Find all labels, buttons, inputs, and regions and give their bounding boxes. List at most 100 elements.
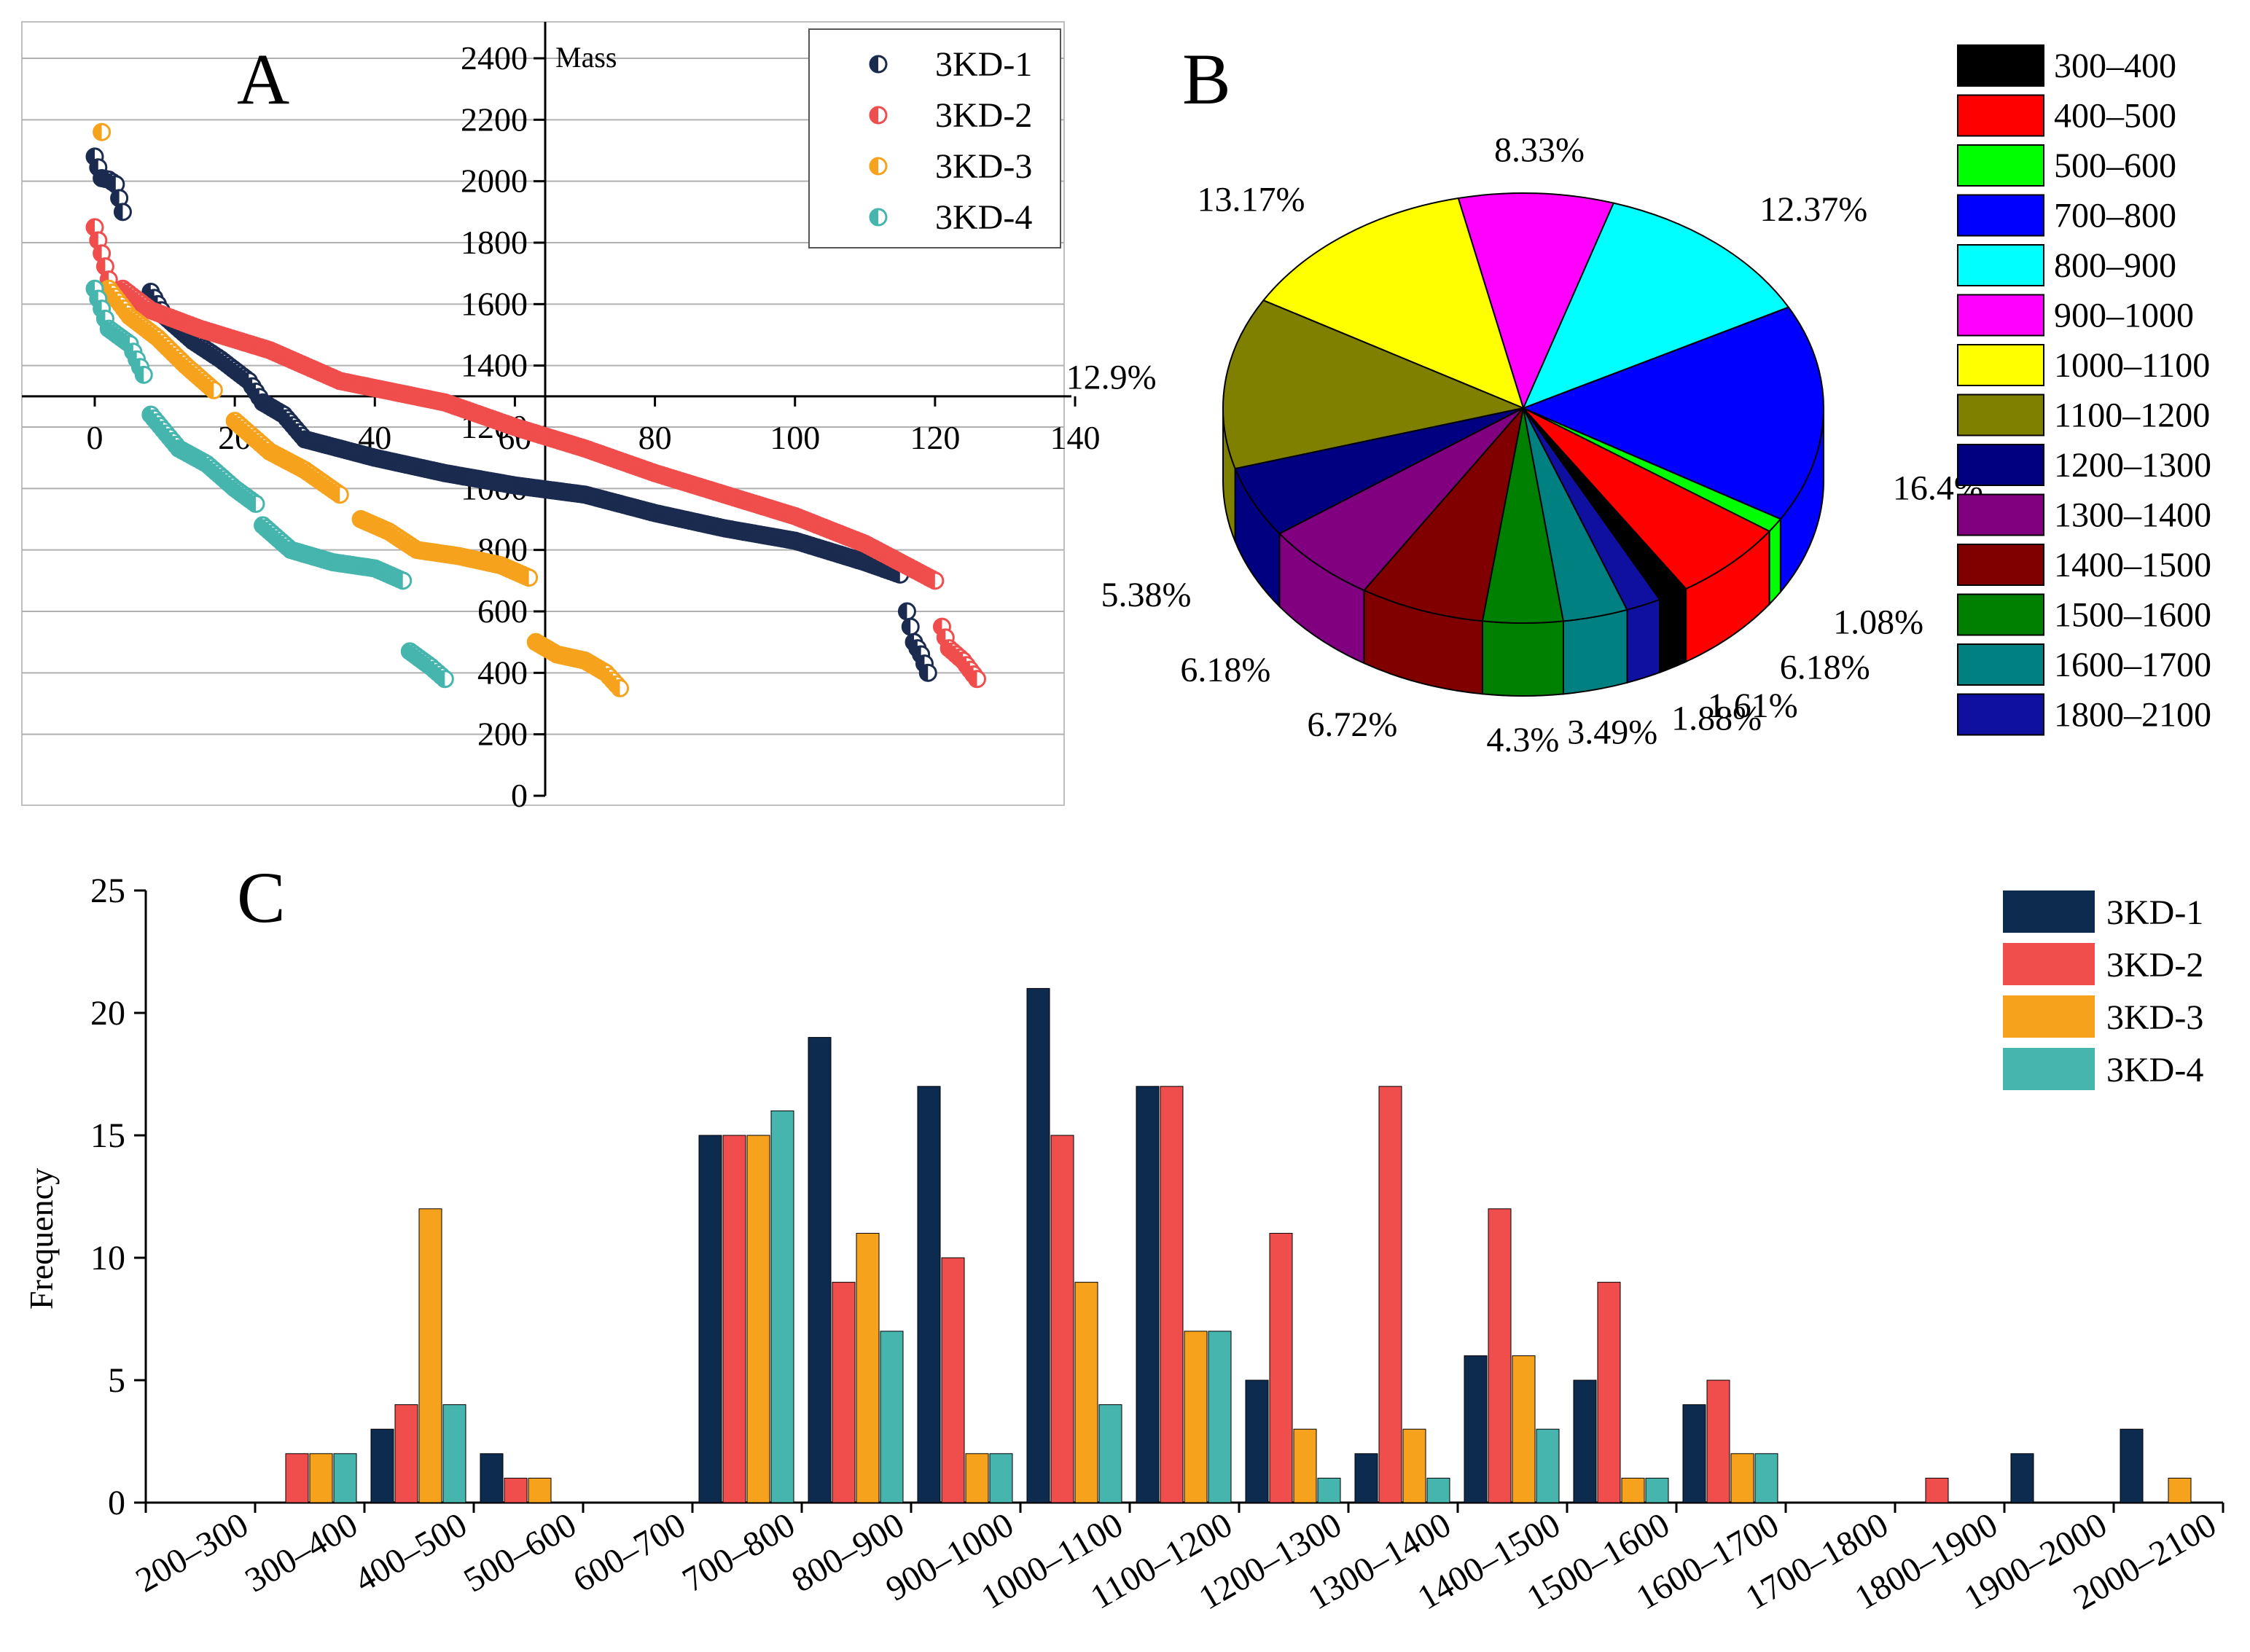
panel-b-legend-label: 1500–1600 <box>2054 596 2211 635</box>
panel-a-x-tick-label: 100 <box>770 419 820 456</box>
panel-a-data-point-fill <box>136 367 144 383</box>
panel-a-data-point-fill <box>93 245 102 262</box>
panel-b-slice-side <box>1768 517 1781 606</box>
panel-c-bar <box>832 1282 856 1503</box>
panel-a-data-point-fill <box>902 619 911 635</box>
panel-c-bar <box>1026 987 1050 1503</box>
panel-a-data-point-fill <box>206 382 214 399</box>
panel-a-y-tick-label: 0 <box>511 777 528 814</box>
panel-c-letter: C <box>237 857 286 938</box>
panel-b-pie <box>1222 192 1824 697</box>
panel-a-data-point-fill <box>437 670 445 687</box>
panel-c-bar <box>1098 1404 1122 1503</box>
panel-b-slice-label: 12.9% <box>1066 359 1157 397</box>
panel-c-bar-chart: 0 5 10 15 20 25 200–300300–400400–500500–6006… <box>23 857 2224 1618</box>
panel-b-legend-label: 500–600 <box>2054 146 2176 185</box>
panel-c-category-label: 200–300 <box>130 1506 255 1600</box>
panel-b-slice <box>1234 407 1524 535</box>
panel-c-bar <box>965 1453 989 1503</box>
panel-c-legend-label: 3KD-2 <box>2106 946 2203 984</box>
panel-c-y-tick-label: 20 <box>90 994 125 1033</box>
panel-c-bars <box>285 987 2192 1503</box>
panel-b-slice-label: 1.88% <box>1671 699 1762 737</box>
panel-a-data-point-fill <box>969 670 977 687</box>
panel-a-ylabel: Mass <box>555 41 617 74</box>
panel-a-x-tick-label: 80 <box>638 419 672 456</box>
panel-c-bar <box>1245 1379 1269 1503</box>
panel-c-category-label: 300–400 <box>239 1506 364 1600</box>
panel-b-slice-labels: 1.61%6.18%1.08%16.4%12.37%8.33%13.17%12.… <box>1066 130 1983 759</box>
panel-a-data-point-fill <box>394 572 403 589</box>
panel-b-slice-label: 1.61% <box>1708 686 1798 725</box>
panel-c-legend: 3KD-1 3KD-2 3KD-3 3KD-4 <box>2003 890 2203 1090</box>
panel-c-legend-swatch <box>2003 943 2095 985</box>
panel-a-legend-label: 3KD-3 <box>935 147 1032 186</box>
panel-b-slice-label: 6.72% <box>1307 705 1397 744</box>
panel-a-data-point-fill <box>926 572 935 589</box>
panel-c-bar <box>1706 1379 1730 1503</box>
panel-a-legend: 3KD-1 3KD-2 3KD-3 3KD-4 <box>808 28 1061 248</box>
panel-b-legend-label: 700–800 <box>2054 197 2176 235</box>
panel-c-bar <box>309 1453 333 1503</box>
panel-c-bar <box>394 1404 418 1503</box>
panel-c-bar <box>1512 1355 1536 1503</box>
panel-a-axes <box>22 22 1077 797</box>
panel-c-bar <box>1184 1331 1208 1503</box>
panel-a-legend-box <box>808 28 1061 248</box>
panel-b-slice-label: 8.33% <box>1494 130 1585 169</box>
panel-c-bar <box>1536 1428 1560 1503</box>
panel-c-legend-label: 3KD-4 <box>2106 1051 2203 1089</box>
panel-b-slice-label: 4.3% <box>1486 721 1559 759</box>
panel-a-series <box>85 122 986 697</box>
panel-a-legend-label: 3KD-2 <box>935 96 1032 135</box>
panel-c-y-tick-label: 10 <box>90 1239 125 1277</box>
panel-b-slice <box>1362 405 1525 622</box>
panel-a-data-point-fill <box>87 219 95 235</box>
panel-b-legend-swatch <box>1957 144 2044 187</box>
panel-c-category-label: 500–600 <box>458 1506 583 1600</box>
panel-c-category-label: 600–700 <box>567 1506 692 1600</box>
panel-c-y-tick-label: 5 <box>108 1361 125 1400</box>
panel-a-y-tick-label: 2400 <box>461 39 528 77</box>
panel-b-legend-label: 800–900 <box>2054 246 2176 285</box>
panel-c-bar <box>1050 1135 1074 1503</box>
panel-a-data-point-fill <box>111 189 120 206</box>
panel-a-legend-marker-fill <box>870 56 878 72</box>
panel-c-category-labels: 200–300300–400400–500500–600600–700700–8… <box>130 1506 2223 1618</box>
panel-c-bar <box>808 1037 832 1503</box>
panel-b-letter: B <box>1182 39 1231 120</box>
panel-b-pie-sides <box>1222 407 1824 697</box>
panel-c-bar <box>722 1135 746 1503</box>
panel-b-slice-label: 12.37% <box>1759 190 1867 229</box>
panel-c-bar <box>370 1428 394 1503</box>
panel-b-legend-swatch <box>1957 244 2044 286</box>
panel-a-series-3kd-4 <box>85 279 454 689</box>
panel-a-y-tick-label: 2200 <box>461 101 528 138</box>
panel-c-bar <box>1621 1477 1645 1503</box>
panel-c-bar <box>746 1135 770 1503</box>
panel-c-bar <box>1925 1477 1949 1503</box>
panel-b-legend: 300–400 400–500 500–600 700–800 800–900 900–1… <box>1957 44 2211 736</box>
panel-b-slice-side <box>1481 620 1564 697</box>
panel-b-slice-label: 5.38% <box>1101 576 1192 614</box>
panel-c-bar <box>2010 1453 2034 1503</box>
panel-a-frame <box>21 21 1065 806</box>
panel-a-data-point-fill <box>97 258 106 275</box>
panel-c-category-label: 400–500 <box>348 1506 474 1600</box>
panel-b-slice <box>1278 407 1524 592</box>
panel-a-data-point-fill <box>107 176 116 192</box>
panel-a-y-tick-label: 1800 <box>461 224 528 261</box>
panel-b-legend-swatch <box>1957 344 2044 386</box>
panel-a-y-tick-label: 2000 <box>461 163 528 200</box>
panel-c-y-tick-label: 25 <box>90 872 125 910</box>
panel-c-bar <box>1293 1428 1317 1503</box>
panel-b-legend-swatch <box>1957 394 2044 437</box>
panel-a-legend-label: 3KD-4 <box>935 198 1032 237</box>
panel-b-legend-label: 1000–1100 <box>2054 346 2210 385</box>
panel-c-bar <box>880 1331 904 1503</box>
panel-c-bar <box>1317 1477 1341 1503</box>
panel-b-legend-label: 1400–1500 <box>2054 546 2211 584</box>
panel-c-bar <box>917 1086 941 1503</box>
panel-a-data-point-fill <box>247 496 256 512</box>
